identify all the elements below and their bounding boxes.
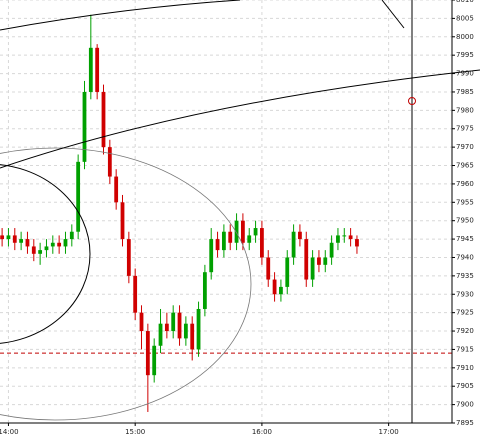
ellipse-tool — [0, 147, 252, 421]
y-tick-label: 7910 — [456, 364, 474, 372]
candle-body — [310, 257, 315, 280]
candle-body — [107, 147, 112, 177]
y-tick-label: 7940 — [456, 253, 474, 261]
y-tick-label: 7945 — [456, 235, 474, 243]
candle-body — [183, 323, 188, 339]
y-tick-label: 7925 — [456, 309, 474, 317]
candle-body — [120, 202, 125, 240]
arc-tool — [0, 0, 241, 31]
candle-body — [12, 235, 17, 243]
y-tick-label: 7960 — [456, 180, 474, 188]
drawings — [0, 0, 480, 423]
y-tick-label: 7965 — [456, 162, 474, 170]
y-tick-label: 8000 — [456, 33, 474, 41]
candle-body — [323, 257, 328, 265]
grid — [0, 0, 452, 424]
candle-body — [171, 312, 176, 332]
candle-body — [234, 220, 239, 243]
candle-body — [272, 279, 277, 295]
x-tick-label: 14:00 — [0, 428, 19, 436]
candle-body — [215, 239, 220, 251]
candle-body — [31, 246, 36, 254]
candle-body — [139, 312, 144, 332]
candle-body — [164, 323, 169, 332]
candle-body — [95, 47, 100, 92]
candle-body — [152, 345, 157, 376]
y-tick-label: 7900 — [456, 401, 474, 409]
candle-body — [196, 308, 201, 350]
candle-body — [336, 235, 340, 243]
y-tick-label: 7995 — [456, 51, 474, 59]
y-tick-label: 7980 — [456, 106, 474, 114]
trend-line — [381, 0, 405, 29]
marker — [408, 97, 416, 105]
y-tick-label: 7955 — [456, 198, 474, 206]
candle-body — [253, 228, 258, 236]
candle-body — [76, 161, 81, 232]
candle-body — [348, 235, 353, 240]
plot — [0, 14, 452, 412]
candle-body — [279, 286, 283, 295]
candle-body — [19, 239, 24, 243]
candle-body — [247, 235, 252, 243]
candle-body — [158, 323, 163, 346]
candle-body — [50, 242, 55, 247]
candle-body — [25, 239, 30, 247]
candle-body — [69, 231, 74, 240]
y-tick-label: 8005 — [456, 14, 474, 22]
x-tick-label: 15:00 — [125, 428, 145, 436]
y-tick-label: 7895 — [456, 419, 474, 427]
candle-body — [304, 239, 309, 280]
x-tick-label: 16:00 — [252, 428, 272, 436]
candle-body — [240, 220, 245, 243]
candle-body — [202, 272, 207, 309]
y-tick-label: 8010 — [456, 0, 474, 4]
y-tick-label: 7915 — [456, 345, 474, 353]
candle-body — [342, 235, 347, 237]
y-tick-label: 7930 — [456, 290, 474, 298]
candle-body — [329, 242, 334, 258]
y-tick-label: 7905 — [456, 382, 474, 390]
candle-body — [145, 331, 150, 376]
candle-body — [82, 91, 87, 162]
candle-body — [38, 250, 43, 254]
candle-body — [298, 231, 302, 240]
candle-body — [177, 312, 182, 339]
candle-body — [57, 242, 62, 247]
candle-body — [260, 228, 264, 258]
candle-body — [317, 257, 321, 265]
candle-body — [114, 176, 119, 203]
ellipse-tool — [0, 164, 91, 344]
y-tick-label: 7920 — [456, 327, 474, 335]
candle-body — [355, 239, 359, 247]
y-tick-label: 7950 — [456, 217, 474, 225]
candle-body — [133, 275, 138, 313]
candle-body — [126, 239, 131, 276]
y-tick-label: 7970 — [456, 143, 474, 151]
candle-body — [209, 239, 214, 273]
candle-body — [0, 235, 5, 240]
candle-body — [291, 231, 296, 258]
y-tick-label: 7985 — [456, 88, 474, 96]
candle-body — [101, 91, 106, 148]
candle-body — [63, 239, 68, 247]
candle-body — [190, 323, 195, 350]
y-tick-label: 7935 — [456, 272, 474, 280]
x-tick-label: 17:00 — [379, 428, 399, 436]
candle-body — [44, 246, 49, 251]
trend-line — [0, 69, 480, 169]
candle-body — [285, 257, 290, 287]
y-tick-label: 7975 — [456, 125, 474, 133]
y-tick-label: 7990 — [456, 70, 474, 78]
candle-body — [88, 47, 93, 92]
candle-body — [228, 231, 233, 243]
candle-body — [6, 235, 11, 240]
candle-body — [266, 257, 271, 280]
candle-body — [221, 231, 226, 251]
